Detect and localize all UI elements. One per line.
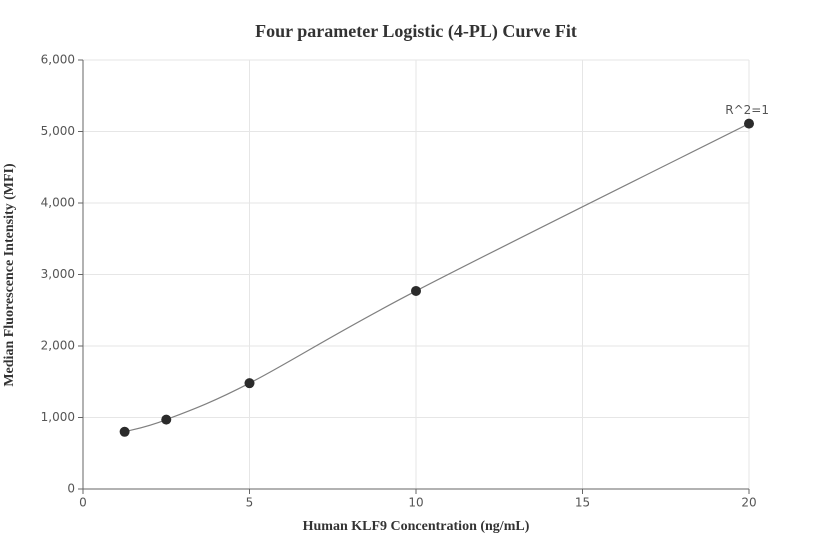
fit-curve <box>124 123 750 433</box>
annotation: R^2=1 <box>725 103 769 117</box>
x-tick-label: 10 <box>408 496 423 510</box>
x-tick-label: 15 <box>575 496 590 510</box>
y-axis-label: Median Fluorescence Intensity (MFI) <box>2 163 17 387</box>
y-tick-label: 6,000 <box>41 53 75 67</box>
x-axis-label: Human KLF9 Concentration (ng/mL) <box>303 519 530 534</box>
data-point <box>244 378 255 389</box>
y-tick-label: 1,000 <box>41 410 75 424</box>
y-tick-label: 0 <box>67 482 75 496</box>
x-tick-label: 0 <box>79 496 87 510</box>
y-tick-label: 3,000 <box>41 267 75 281</box>
y-tick-label: 2,000 <box>41 339 75 353</box>
data-point <box>411 285 421 296</box>
y-tick-label: 4,000 <box>41 196 75 210</box>
chart-title: Four parameter Logistic (4-PL) Curve Fit <box>255 21 577 42</box>
y-tick-label: 5,000 <box>41 124 75 138</box>
x-tick-label: 20 <box>741 496 756 510</box>
data-point <box>744 118 754 129</box>
data-point <box>119 426 130 437</box>
data-point <box>161 414 172 425</box>
x-tick-label: 5 <box>246 496 254 510</box>
